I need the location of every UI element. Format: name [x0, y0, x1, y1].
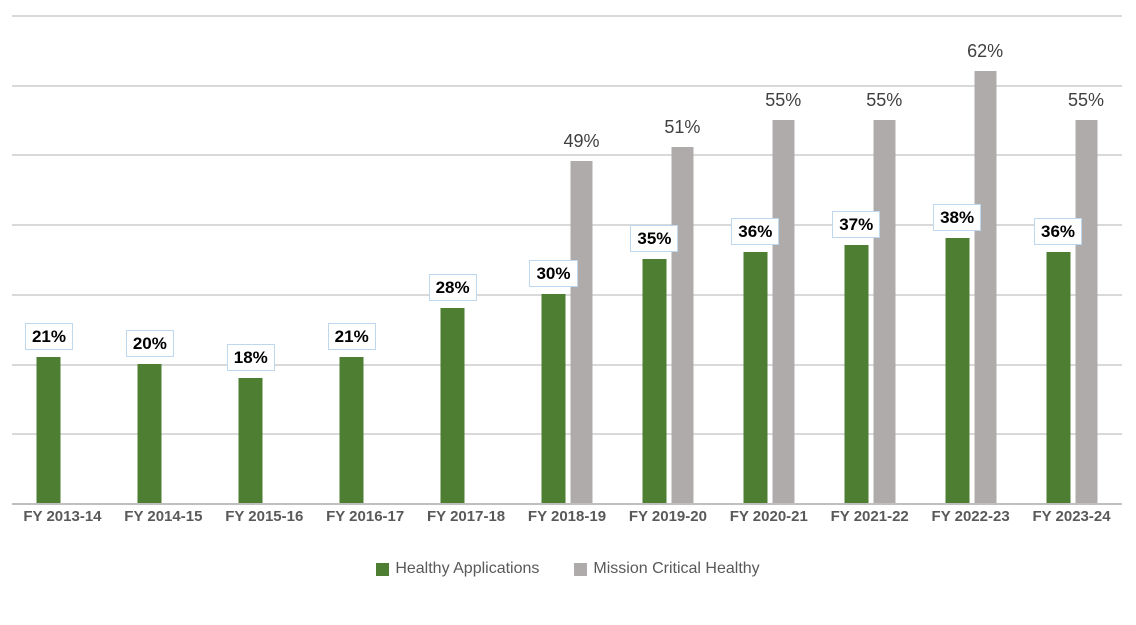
x-axis-label-fy-2016-17: FY 2016-17 [326, 508, 405, 525]
gridline-60 [12, 84, 1122, 87]
gridline-30 [12, 293, 1122, 296]
value-label-mission-critical-healthy: 62% [967, 40, 1004, 61]
x-axis-label-fy-2015-16: FY 2015-16 [225, 508, 304, 525]
legend-swatch-gray [574, 562, 588, 576]
legend-swatch-green [376, 562, 390, 576]
bar-group-fy-2016-17: 21% [315, 15, 416, 503]
gridline-10 [12, 433, 1122, 436]
legend-item-mission-critical-healthy: Mission Critical Healthy [574, 560, 760, 578]
value-label-healthy-applications: 36% [731, 218, 780, 246]
bar-mission-critical-healthy [974, 70, 997, 503]
value-label-mission-critical-healthy: 55% [765, 89, 802, 110]
bar-pair [945, 70, 997, 503]
x-axis-label-fy-2018-19: FY 2018-19 [527, 508, 607, 525]
value-label-healthy-applications: 21% [327, 322, 376, 350]
bar-group-fy-2017-18: 28% [416, 15, 517, 503]
bar-pair [541, 161, 593, 503]
gridline-50 [12, 154, 1122, 157]
bar-healthy-applications [541, 293, 566, 503]
legend-label-mission-critical-healthy: Mission Critical Healthy [593, 560, 760, 577]
legend-label-healthy-applications: Healthy Applications [395, 560, 540, 577]
bar-group-fy-2018-19: 30% 49% [517, 15, 618, 503]
gridline-40 [12, 224, 1122, 227]
value-label-healthy-applications: 37% [832, 211, 881, 239]
value-label-mission-critical-healthy: 51% [664, 117, 701, 138]
x-axis-label-fy-2022-23: FY 2022-23 [931, 508, 1010, 525]
bar-mission-critical-healthy [570, 161, 593, 503]
bar-healthy-applications [1046, 252, 1071, 503]
x-axis-label-fy-2020-21: FY 2020-21 [729, 508, 808, 525]
bar-pair [137, 363, 189, 503]
bar-pair [339, 356, 391, 503]
bar-group-fy-2020-21: 36% 55% [718, 15, 819, 503]
x-axis-label-fy-2019-20: FY 2019-20 [628, 508, 707, 525]
bar-healthy-applications [238, 377, 263, 503]
value-label-healthy-applications: 20% [125, 329, 174, 357]
legend-item-healthy-applications: Healthy Applications [376, 560, 539, 578]
bar-mission-critical-healthy [873, 119, 896, 503]
gridline-70 [12, 15, 1122, 17]
x-axis-label-fy-2013-14: FY 2013-14 [23, 508, 102, 525]
x-axis-label-fy-2017-18: FY 2017-18 [427, 508, 506, 525]
bar-group-fy-2013-14: 21% [12, 15, 113, 503]
bar-group-fy-2015-16: 18% [214, 15, 315, 503]
bar-healthy-applications [36, 356, 61, 503]
value-label-mission-critical-healthy: 49% [563, 131, 600, 152]
value-label-mission-critical-healthy: 55% [1068, 89, 1105, 110]
bar-pair [1046, 119, 1098, 503]
gridline-20 [12, 363, 1122, 366]
bar-healthy-applications [339, 356, 364, 503]
value-label-healthy-applications: 21% [24, 322, 73, 350]
bar-pair [743, 119, 795, 503]
x-axis-label-fy-2014-15: FY 2014-15 [124, 508, 203, 525]
bar-healthy-applications [743, 252, 768, 503]
value-label-healthy-applications: 30% [529, 259, 578, 287]
value-label-healthy-applications: 28% [428, 273, 477, 301]
bar-group-fy-2023-24: 36% 55% [1021, 15, 1122, 503]
bar-pair [36, 356, 88, 503]
bar-healthy-applications [642, 259, 667, 503]
value-label-healthy-applications: 35% [630, 225, 679, 252]
bar-healthy-applications [440, 307, 465, 503]
value-label-healthy-applications: 38% [933, 204, 982, 232]
value-label-healthy-applications: 36% [1034, 218, 1083, 246]
bar-pair [440, 307, 492, 503]
bar-healthy-applications [945, 238, 970, 503]
bar-mission-critical-healthy [1075, 119, 1098, 503]
x-axis-label-fy-2021-22: FY 2021-22 [830, 508, 909, 525]
value-label-healthy-applications: 18% [226, 343, 275, 371]
bar-healthy-applications [844, 245, 869, 503]
bar-group-fy-2022-23: 38% 62% [920, 15, 1021, 503]
x-axis: FY 2013-14 FY 2014-15 FY 2015-16 FY 2016-17… [12, 508, 1122, 525]
bar-groups: 21% 20% 18% 21% 28% 30% 49% 35% 51% 36% 55% 37% 55% 3… [12, 15, 1122, 503]
legend: Healthy Applications Mission Critical He… [0, 560, 1136, 578]
bar-group-fy-2021-22: 37% 55% [819, 15, 920, 503]
bar-group-fy-2014-15: 20% [113, 15, 214, 503]
bar-group-fy-2019-20: 35% 51% [617, 15, 718, 503]
plot-area: 21% 20% 18% 21% 28% 30% 49% 35% 51% 36% 55% 37% 55% 3… [12, 15, 1122, 505]
bar-mission-critical-healthy [772, 119, 795, 503]
bar-mission-critical-healthy [671, 147, 694, 503]
bar-pair [642, 147, 694, 503]
bar-pair [238, 377, 290, 503]
value-label-mission-critical-healthy: 55% [866, 89, 903, 110]
x-axis-label-fy-2023-24: FY 2023-24 [1032, 508, 1111, 525]
bar-pair [844, 119, 896, 503]
bar-healthy-applications [137, 363, 162, 503]
